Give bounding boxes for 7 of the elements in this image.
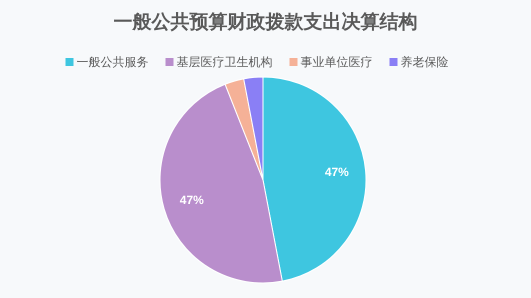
legend-label: 一般公共服务 [76, 55, 148, 69]
chart-title: 一般公共预算财政拨款支出决算结构 [114, 11, 418, 33]
data-label: 47% [180, 192, 204, 207]
legend-label: 事业单位医疗 [300, 55, 372, 69]
legend-label: 养老保险 [400, 55, 448, 69]
data-label: 47% [324, 165, 350, 180]
legend-label: 基层医疗卫生机构 [176, 55, 272, 69]
